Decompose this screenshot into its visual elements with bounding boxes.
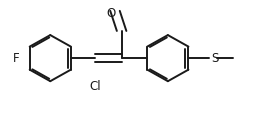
Text: O: O	[107, 7, 116, 20]
Text: S: S	[211, 52, 219, 65]
Text: F: F	[13, 52, 19, 65]
Text: Cl: Cl	[89, 80, 101, 93]
